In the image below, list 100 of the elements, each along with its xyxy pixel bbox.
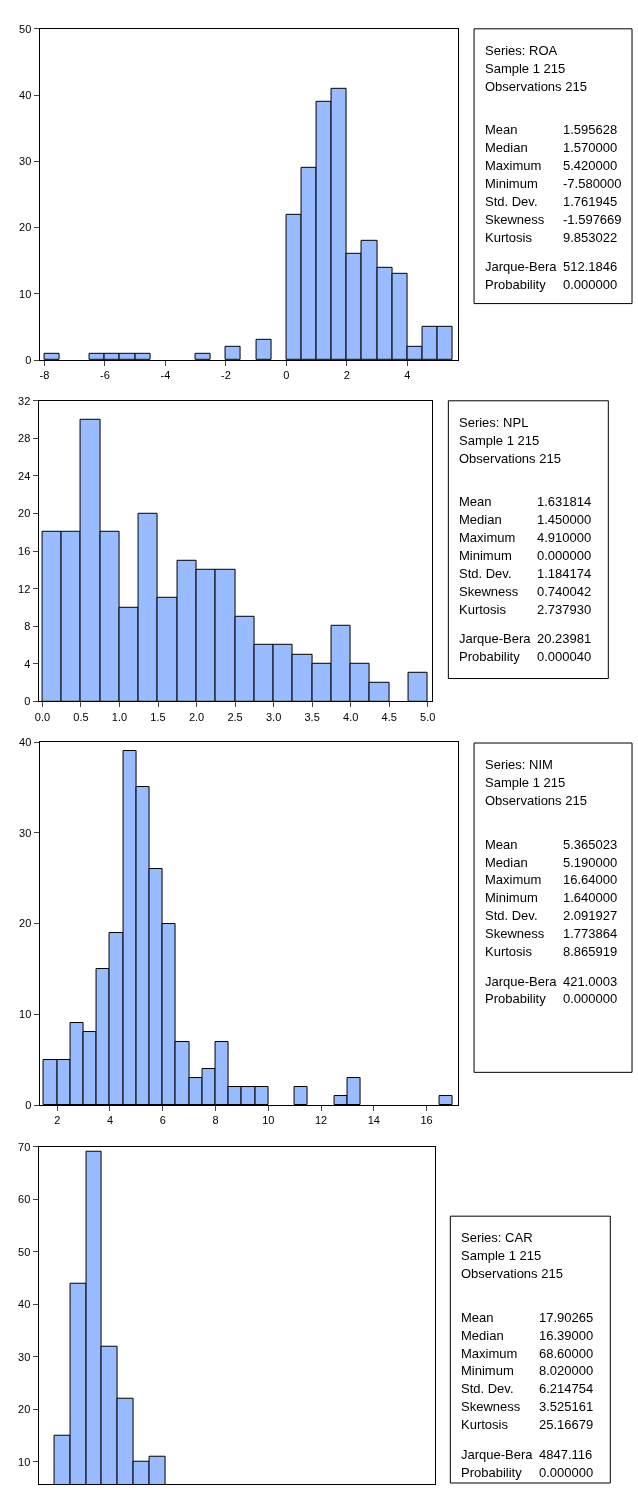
x-tick-label: 4.0 [343,710,359,723]
text: Jarque-Bera [485,974,558,989]
text: Probability [459,649,521,664]
x-tick-label: 2.0 [188,710,205,723]
x-tick-label: 6 [159,1114,166,1127]
text: 68.60000 [539,1346,594,1361]
y-tick-label: 40 [18,1298,31,1311]
y-tick-label: 50 [18,1245,31,1258]
text: Std. Dev. [485,194,538,209]
text: 1.595628 [563,122,618,137]
x-tick-label: 4 [106,1114,114,1127]
text: Probability [461,1465,523,1480]
y-tick-label: 28 [18,432,31,445]
text: 1.773864 [563,926,618,941]
text: Observations 215 [485,79,587,94]
text: Mean [459,494,492,509]
text: Mean [461,1310,494,1325]
text: Maximum [485,872,542,887]
text: Series: ROA [485,43,558,58]
text: 5.420000 [563,158,618,173]
text: 2.737930 [537,602,592,617]
text: 3.525161 [539,1399,594,1414]
text: Observations 215 [461,1266,563,1281]
x-tick-label: 8 [212,1114,219,1127]
text: Minimum [485,890,538,905]
text: 1.640000 [563,890,618,905]
y-tick-label: 70 [18,1140,31,1153]
y-tick-label: 50 [19,22,32,35]
text: 1.184174 [537,566,592,581]
text: Median [485,855,528,870]
text: Sample 1 215 [461,1248,542,1263]
text: Std. Dev. [461,1381,514,1396]
text: -7.580000 [563,176,622,191]
y-tick-label: 12 [18,582,31,595]
text: Sample 1 215 [459,433,540,448]
x-tick-label: 5.0 [420,710,436,723]
y-tick-label: 16 [18,544,31,557]
text: 17.90265 [539,1310,594,1325]
text: Minimum [485,176,538,191]
x-tick-label: 4 [404,369,411,382]
y-tick-label: 10 [18,1455,31,1468]
text: 0.000000 [539,1465,594,1480]
text: 25.16679 [539,1417,594,1432]
text: 0.000000 [563,991,618,1006]
text: 6.214754 [539,1381,594,1396]
text: 5.190000 [563,855,618,870]
y-tick-label: 30 [18,1350,31,1363]
x-tick-label: 4.5 [381,710,397,723]
text: Observations 215 [485,793,587,808]
x-tick-label: 10 [262,1114,275,1127]
text: Series: NPL [459,415,529,430]
x-tick-label: 3.5 [304,710,320,723]
text: Observations 215 [459,451,561,466]
text: 1.761945 [563,194,618,209]
text: Maximum [485,158,542,173]
y-tick-label: 30 [19,826,32,839]
x-tick-label: 3.0 [265,710,282,723]
text: 9.853022 [563,230,618,245]
text: Mean [485,122,518,137]
text: 4847.116 [539,1447,593,1462]
text: 0.740042 [537,584,592,599]
y-tick-label: 40 [19,88,32,101]
x-tick-label: 16 [420,1114,433,1127]
text: Series: NIM [485,757,553,772]
x-tick-label: -6 [100,369,110,382]
text: 16.64000 [563,872,618,887]
text: 8.865919 [563,944,618,959]
y-tick-label: 30 [19,155,32,168]
text: Maximum [459,530,516,545]
text: 1.450000 [537,512,592,527]
text: Skewness [485,212,545,227]
y-tick-label: 24 [18,469,31,482]
y-tick-label: 0 [25,353,32,366]
x-tick-label: -4 [160,369,171,382]
text: Median [485,140,528,155]
text: Skewness [459,584,519,599]
text: Probability [485,991,547,1006]
y-tick-label: 40 [19,735,32,748]
text: Jarque-Bera [459,631,532,646]
text: Median [461,1328,504,1343]
x-tick-label: 1.0 [111,710,128,723]
text: Jarque-Bera [485,259,558,274]
y-tick-label: 20 [18,1403,31,1416]
text: Series: CAR [461,1230,533,1245]
text: 512.1846 [563,259,618,274]
text: Median [459,512,502,527]
text: Probability [485,277,547,292]
y-tick-label: 20 [18,507,31,520]
text: 0.000040 [537,649,592,664]
text: Minimum [461,1363,514,1378]
text: 5.365023 [563,837,618,852]
text: 2.091927 [563,908,618,923]
text: 16.39000 [539,1328,594,1343]
text: -1.597669 [563,212,622,227]
text: Sample 1 215 [485,775,566,790]
text: Skewness [461,1399,521,1414]
text: 0.000000 [563,277,618,292]
y-tick-label: 10 [19,1008,32,1021]
text: 8.020000 [539,1363,594,1378]
text: 421.0003 [563,974,618,989]
